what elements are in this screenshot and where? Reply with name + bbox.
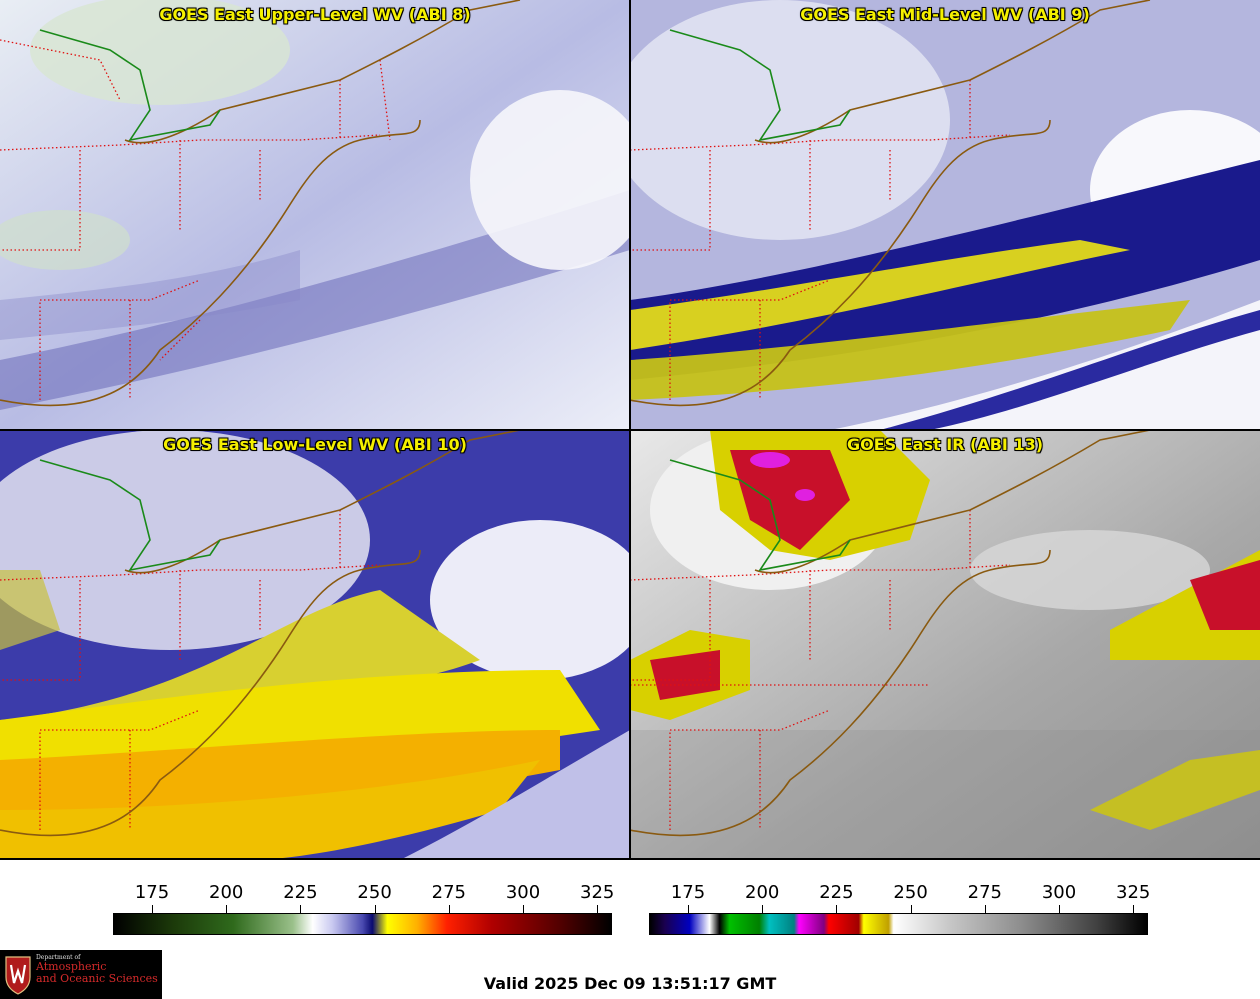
wv-colorbar-tick-label: 300 xyxy=(505,882,541,903)
wv-colorbar-tick-label: 275 xyxy=(431,882,466,903)
ir-colorbar-tick-label: 275 xyxy=(967,882,1002,903)
wv-colorbar-tick-label: 250 xyxy=(357,882,392,903)
ir-panel: GOES East IR (ABI 13) xyxy=(630,430,1260,860)
ir-colorbar xyxy=(649,913,1148,935)
uw-crest-icon xyxy=(5,956,31,995)
wv-colorbar-tick-label: 325 xyxy=(580,882,615,903)
low-level-wv-panel: GOES East Low-Level WV (ABI 10) xyxy=(0,430,630,860)
wv-colorbar-tick xyxy=(300,905,302,913)
panel-divider-horizontal xyxy=(0,429,1260,431)
wv-colorbar-tick xyxy=(226,905,228,913)
ir-colorbar-tick xyxy=(1133,905,1135,913)
ir-colorbar-tick-label: 200 xyxy=(745,882,780,903)
wv-colorbar-tick xyxy=(523,905,524,913)
ir-colorbar-tick-label: 225 xyxy=(819,882,854,903)
ir-colorbar-tick-label: 325 xyxy=(1116,882,1151,903)
ir-colorbar-tick-label: 300 xyxy=(1041,882,1077,903)
wv-colorbar-tick xyxy=(374,905,376,913)
wv-colorbar-tick-label: 200 xyxy=(209,882,244,903)
ir-colorbar-tick-label: 175 xyxy=(670,882,706,903)
upper-level-wv-panel: GOES East Upper-Level WV (ABI 8) xyxy=(0,0,630,430)
logo-department: Department of xyxy=(36,954,81,961)
ir-image xyxy=(630,430,1260,860)
ir-colorbar-tick-label: 250 xyxy=(893,882,928,903)
ir-colorbar-tick xyxy=(688,905,689,913)
ir-colorbar-tick xyxy=(984,905,986,913)
upper-level-wv-image xyxy=(0,0,630,430)
valid-time: Valid 2025 Dec 09 13:51:17 GMT xyxy=(483,974,777,993)
low-level-wv-image xyxy=(0,430,630,860)
wv-colorbar-tick xyxy=(597,905,599,913)
logo-line2: and Oceanic Sciences xyxy=(36,972,158,985)
wv-colorbar-tick-label: 225 xyxy=(283,882,318,903)
mid-level-wv-image xyxy=(630,0,1260,430)
ir-colorbar-tick xyxy=(910,905,912,913)
wv-colorbar xyxy=(113,913,612,935)
logo-line1: Atmospheric xyxy=(36,960,107,973)
aos-logo: Department of Atmospheric and Oceanic Sc… xyxy=(0,950,162,999)
mid-level-wv-panel: GOES East Mid-Level WV (ABI 9) xyxy=(630,0,1260,430)
wv-colorbar-tick-label: 175 xyxy=(134,882,170,903)
wv-colorbar-tick xyxy=(152,905,153,913)
panel-bottom-border xyxy=(0,858,1260,860)
ir-colorbar-tick xyxy=(1059,905,1060,913)
wv-colorbar-tick xyxy=(448,905,450,913)
ir-colorbar-tick xyxy=(836,905,838,913)
ir-colorbar-tick xyxy=(762,905,764,913)
